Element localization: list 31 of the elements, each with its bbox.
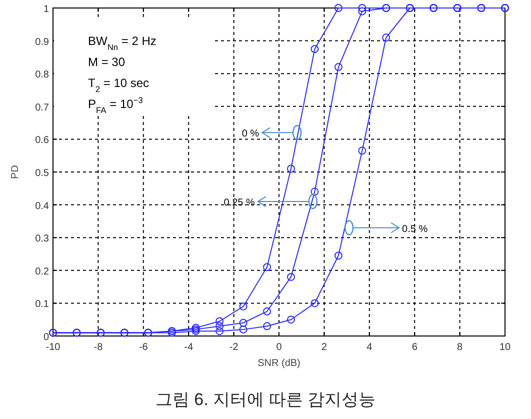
x-axis-title: SNR (dB) [258, 358, 300, 369]
y-tick-label: 0.7 [35, 102, 50, 114]
y-tick-label: 0.3 [35, 234, 50, 245]
caption: 그림 6. 지터에 따른 감지성능 [155, 390, 376, 409]
annotation: M = 30 [88, 55, 126, 69]
x-tick-label: -2 [229, 342, 239, 353]
x-tick-label: -4 [184, 342, 194, 353]
annotation: 0.5 % [402, 224, 428, 235]
y-tick-label: 0.9 [35, 36, 50, 48]
annotation: 0 % [242, 128, 260, 140]
x-tick-label: 2 [321, 342, 328, 353]
y-tick-label: 0.4 [35, 200, 50, 212]
x-tick-label: 0 [276, 342, 282, 353]
y-tick-label: 1 [43, 4, 50, 15]
y-tick-label: 0.6 [35, 135, 50, 146]
y-tick-label: 0.5 [35, 168, 50, 179]
x-tick-label: 6 [412, 342, 418, 353]
y-axis-title: PD [10, 165, 21, 179]
x-tick-label: 8 [457, 342, 464, 353]
y-tick-label: 0 [43, 332, 50, 343]
x-tick-label: -10 [46, 342, 61, 353]
y-tick-label: 0.8 [35, 70, 50, 81]
x-tick-label: 4 [366, 342, 373, 353]
x-tick-label: -8 [94, 342, 104, 353]
annotation: BW$_{Nn}$ = 2 Hz [88, 34, 156, 52]
y-tick-label: 0.1 [35, 299, 50, 310]
x-tick-label: -6 [138, 342, 148, 353]
x-tick-label: 10 [499, 342, 511, 353]
y-tick-label: 0.2 [35, 266, 50, 278]
annotation: T$_{2}$ = 10 sec [88, 76, 150, 94]
annotation: P$_{FA}$ = 10$^{−3}$ [88, 95, 144, 115]
